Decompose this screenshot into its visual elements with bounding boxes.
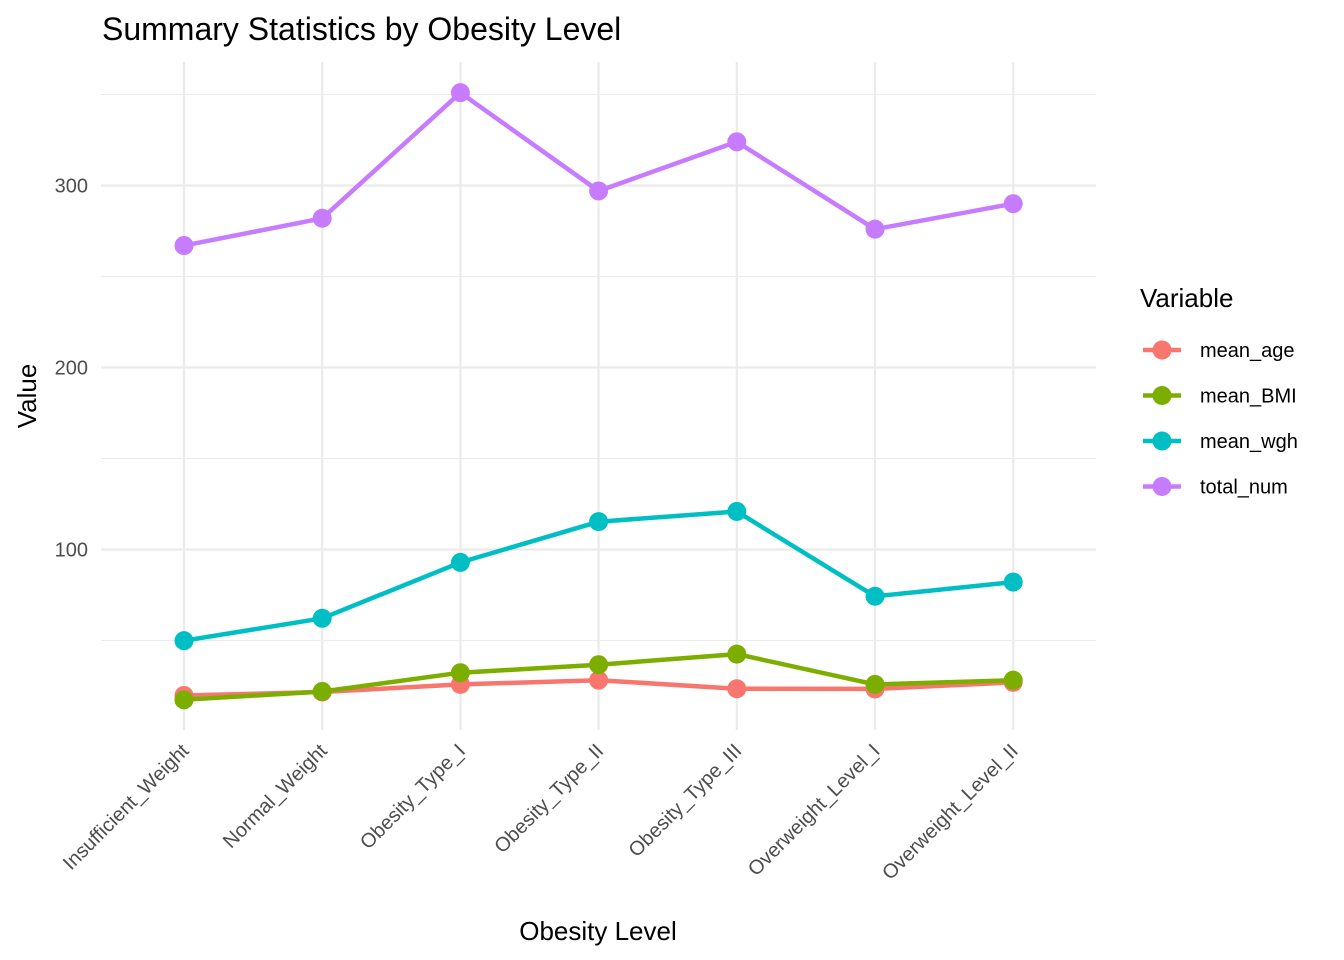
x-axis-tick-labels: Insufficient_Weight Normal_Weight Obesity_… [59,740,1023,885]
legend: Variable mean_age mean_BMI mean_wgh total_n… [1140,283,1298,499]
data-point-mean_wgh [174,631,194,651]
x-tick-label: Obesity_Type_II [490,740,608,858]
data-point-mean_BMI [312,681,332,701]
data-point-mean_wgh [450,552,470,572]
chart-title: Summary Statistics by Obesity Level [102,11,621,47]
data-point-total_num [450,83,470,103]
data-point-mean_BMI [727,644,747,664]
data-point-total_num [1003,194,1023,214]
y-tick-label: 300 [55,176,88,198]
data-point-mean_BMI [174,690,194,710]
legend-label: total_num [1200,477,1288,499]
y-tick-label: 100 [55,540,88,562]
data-point-mean_BMI [1003,670,1023,690]
x-tick-label: Obesity_Type_III [625,740,747,862]
data-point-total_num [312,208,332,228]
legend-title: Variable [1140,283,1233,313]
x-tick-label: Overweight_Level_II [878,740,1022,884]
data-point-mean_BMI [865,674,885,694]
plot-grid [101,62,1096,730]
x-tick-label: Overweight_Level_I [744,740,885,881]
x-axis-title: Obesity Level [519,916,677,946]
y-axis-tick-labels: 100 200 300 [55,176,88,562]
data-point-mean_wgh [1003,572,1023,592]
legend-key-mean_wgh [1143,431,1181,451]
data-point-mean_age [727,679,747,699]
series-points [174,83,1023,710]
y-axis-title: Value [12,364,42,429]
data-point-mean_wgh [727,501,747,521]
legend-key-total_num [1143,477,1181,496]
x-tick-label: Obesity_Type_I [356,740,470,854]
data-point-mean_wgh [312,608,332,628]
legend-key-point [1152,340,1172,360]
legend-key-point [1152,386,1172,405]
legend-label: mean_wgh [1200,431,1298,453]
x-tick-label: Insufficient_Weight [59,740,194,875]
data-point-mean_wgh [589,512,609,532]
data-point-mean_BMI [450,663,470,683]
legend-key-point [1152,477,1172,496]
legend-key-point [1152,431,1172,451]
x-tick-label: Normal_Weight [219,740,332,853]
legend-key-mean_age [1143,340,1181,360]
data-point-mean_BMI [589,655,609,675]
data-point-total_num [727,132,747,152]
y-tick-label: 200 [55,358,88,380]
data-point-total_num [589,181,609,201]
data-point-total_num [865,219,885,239]
legend-key-mean_BMI [1143,386,1181,405]
legend-label: mean_BMI [1200,386,1297,408]
data-point-mean_age [589,670,609,690]
data-point-total_num [174,236,194,256]
legend-label: mean_age [1200,340,1295,362]
data-point-mean_wgh [865,586,885,606]
